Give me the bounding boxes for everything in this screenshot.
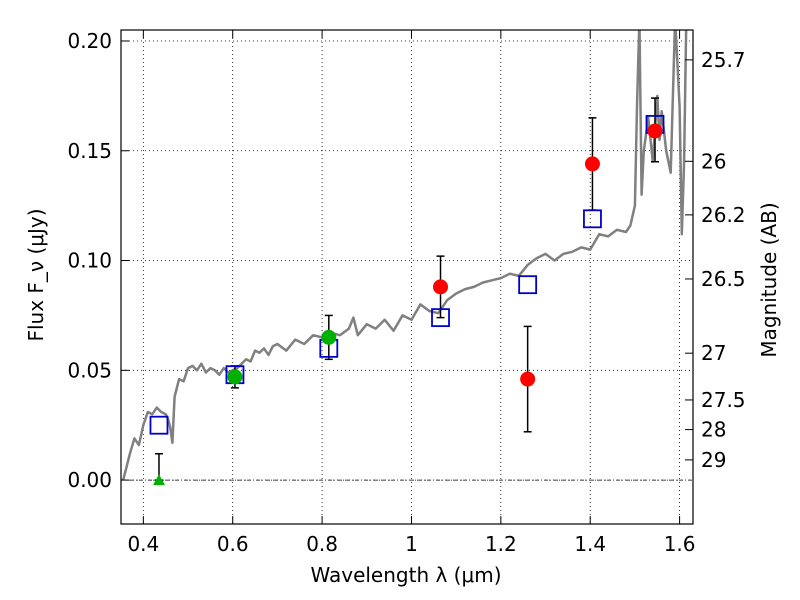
upper-limit-marker	[152, 474, 165, 486]
x-tick-label: 1.4	[574, 532, 606, 556]
x-tick-label: 1.2	[485, 532, 517, 556]
photometry-point	[584, 156, 600, 172]
model-point-square	[149, 415, 169, 435]
model-point-square	[518, 275, 538, 295]
x-tick-label: 0.6	[217, 532, 249, 556]
x-tick-label: 0.4	[127, 532, 159, 556]
y2-tick-label: 26	[701, 149, 726, 173]
photometry-point	[647, 123, 663, 139]
y2-axis-label: Magnitude (AB)	[757, 202, 781, 357]
photometry-point	[433, 279, 449, 295]
y-tick-label: 0.05	[67, 358, 112, 382]
x-tick-label: 1	[405, 532, 418, 556]
y2-tick-label: 27.5	[701, 388, 746, 412]
y2-tick-label: 27	[701, 341, 726, 365]
grid-lines	[121, 30, 693, 524]
model-spectrum-line	[121, 30, 688, 481]
secondary-point	[321, 329, 337, 345]
y-tick-label: 0.00	[67, 468, 112, 492]
y2-tick-label: 29	[701, 448, 726, 472]
y2-tick-label: 26.2	[701, 203, 746, 227]
x-axis-label: Wavelength λ (μm)	[310, 563, 501, 587]
axes: 0.4 0.6 0.8 1 1.2 1.4 1.6 0.00 0.05 0.10 0.15 0.20 2…	[67, 29, 745, 556]
y-tick-label: 0.15	[67, 139, 112, 163]
y-tick-label: 0.20	[67, 29, 112, 53]
secondary-point	[227, 369, 243, 385]
x-tick-label: 1.6	[664, 532, 696, 556]
y-axis-label: Flux F_ν (μJy)	[24, 208, 48, 341]
y2-tick-label: 28	[701, 418, 726, 442]
y2-tick-label: 26.5	[701, 267, 746, 291]
y2-tick-label: 25.7	[701, 48, 746, 72]
x-tick-label: 0.8	[306, 532, 338, 556]
photometry-point	[520, 371, 536, 387]
plot-frame	[120, 29, 694, 525]
plot-area	[121, 30, 693, 486]
model-point-square	[431, 308, 450, 328]
model-point-square	[583, 209, 602, 229]
y-tick-label: 0.10	[67, 249, 112, 273]
